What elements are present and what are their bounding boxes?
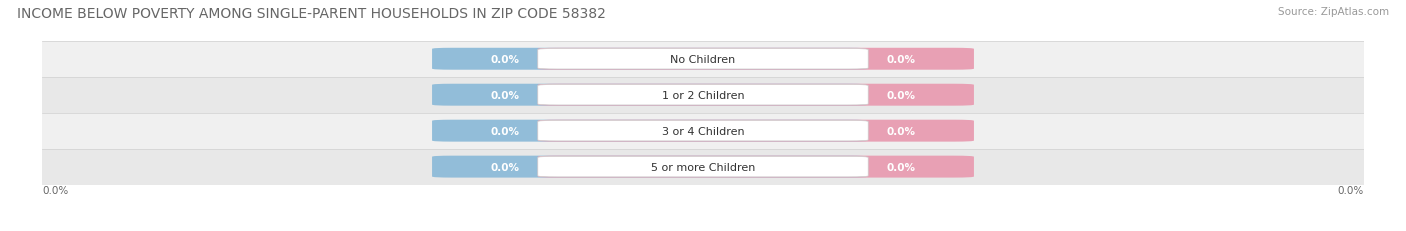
Text: 0.0%: 0.0%: [887, 90, 915, 100]
Bar: [42, 149, 1364, 185]
FancyBboxPatch shape: [537, 49, 974, 70]
Text: No Children: No Children: [671, 55, 735, 64]
Text: 0.0%: 0.0%: [491, 55, 519, 64]
Text: 0.0%: 0.0%: [887, 55, 915, 64]
FancyBboxPatch shape: [537, 84, 974, 106]
Text: 0.0%: 0.0%: [1337, 185, 1364, 195]
Text: 0.0%: 0.0%: [42, 185, 69, 195]
Text: 1 or 2 Children: 1 or 2 Children: [662, 90, 744, 100]
Text: 5 or more Children: 5 or more Children: [651, 162, 755, 172]
Text: INCOME BELOW POVERTY AMONG SINGLE-PARENT HOUSEHOLDS IN ZIP CODE 58382: INCOME BELOW POVERTY AMONG SINGLE-PARENT…: [17, 7, 606, 21]
FancyBboxPatch shape: [432, 49, 868, 70]
Bar: [42, 42, 1364, 77]
Text: 0.0%: 0.0%: [887, 126, 915, 136]
Text: 0.0%: 0.0%: [491, 162, 519, 172]
FancyBboxPatch shape: [537, 156, 974, 178]
Bar: [42, 113, 1364, 149]
FancyBboxPatch shape: [537, 49, 868, 70]
Text: Source: ZipAtlas.com: Source: ZipAtlas.com: [1278, 7, 1389, 17]
FancyBboxPatch shape: [537, 157, 868, 177]
FancyBboxPatch shape: [432, 84, 868, 106]
FancyBboxPatch shape: [432, 156, 868, 178]
Text: 3 or 4 Children: 3 or 4 Children: [662, 126, 744, 136]
FancyBboxPatch shape: [432, 120, 868, 142]
Text: 0.0%: 0.0%: [491, 90, 519, 100]
FancyBboxPatch shape: [537, 121, 868, 141]
Text: 0.0%: 0.0%: [887, 162, 915, 172]
Text: 0.0%: 0.0%: [491, 126, 519, 136]
FancyBboxPatch shape: [537, 85, 868, 106]
Bar: [42, 77, 1364, 113]
FancyBboxPatch shape: [537, 120, 974, 142]
